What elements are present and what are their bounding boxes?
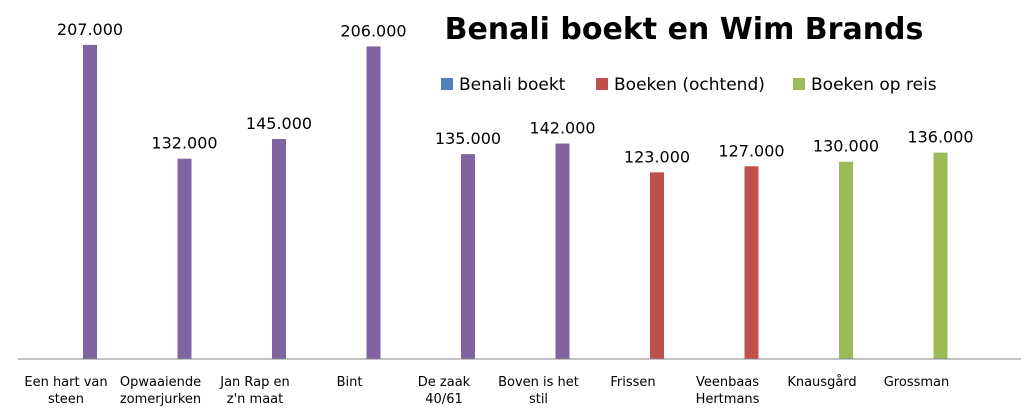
bar-8 <box>744 166 759 359</box>
category-label-1: Een hart van steen <box>24 375 107 407</box>
bar-7 <box>650 172 664 359</box>
legend-label-1: Benali boekt <box>459 75 566 95</box>
category-label-5: De zaak 40/61 <box>418 375 471 407</box>
category-label-9: Knausgård <box>787 375 856 390</box>
category-labels: Een hart van steen Opwaaiende zomerjurken Ja… <box>24 375 949 407</box>
bar-5 <box>461 154 475 359</box>
chart-title: Benali boekt en Wim Brands <box>445 12 924 47</box>
bar-10 <box>933 152 948 359</box>
value-label-9: 130.000 <box>813 137 879 156</box>
category-label-4: Bint <box>337 375 363 390</box>
legend-swatch-2 <box>596 78 608 90</box>
legend-label-2: Boeken (ochtend) <box>614 75 765 95</box>
bar-2 <box>177 158 192 359</box>
value-label-1: 207.000 <box>57 20 123 39</box>
legend-swatch-3 <box>793 78 805 90</box>
value-label-2: 132.000 <box>151 134 217 153</box>
value-label-5: 135.000 <box>435 129 501 148</box>
value-label-7: 123.000 <box>624 147 690 166</box>
bar-4 <box>366 46 381 360</box>
value-label-3: 145.000 <box>246 114 312 133</box>
category-label-3: Jan Rap en z'n maat <box>219 375 290 407</box>
category-label-2: Opwaaiende zomerjurken <box>120 375 201 407</box>
value-label-6: 142.000 <box>529 119 595 138</box>
value-label-4: 206.000 <box>340 21 406 40</box>
legend: Benali boekt Boeken (ochtend) Boeken op re… <box>441 75 937 95</box>
bar-6 <box>555 143 570 359</box>
category-label-7: Frissen <box>610 375 655 390</box>
bars <box>83 44 948 360</box>
category-label-10: Grossman <box>884 375 950 390</box>
bar-9 <box>839 161 853 359</box>
legend-label-3: Boeken op reis <box>811 75 937 95</box>
category-label-6: Boven is het stil <box>498 375 579 407</box>
value-label-8: 127.000 <box>718 141 784 160</box>
value-labels: 207.000 132.000 145.000 206.000 135.000 142.0… <box>57 20 974 166</box>
category-label-8: Veenbaas Hertmans <box>696 375 760 407</box>
bar-3 <box>272 138 286 359</box>
bar-1 <box>83 44 97 360</box>
legend-swatch-1 <box>441 78 453 90</box>
value-label-10: 136.000 <box>907 128 973 147</box>
